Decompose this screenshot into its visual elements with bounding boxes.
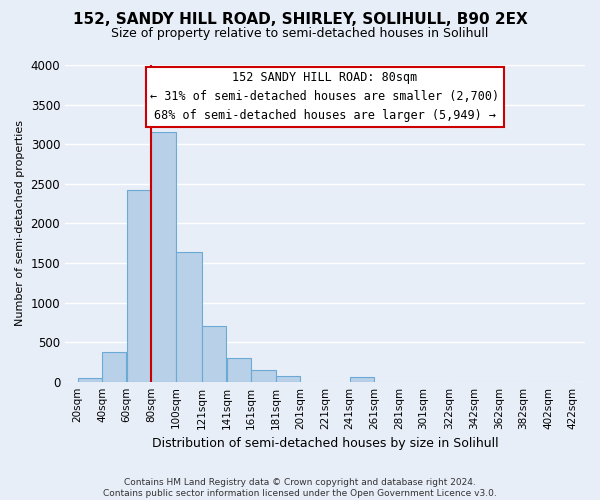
Bar	[77, 378, 102, 382]
Text: Contains HM Land Registry data © Crown copyright and database right 2024.
Contai: Contains HM Land Registry data © Crown c…	[103, 478, 497, 498]
Bar	[151, 132, 176, 382]
Bar	[350, 378, 374, 382]
Bar	[102, 352, 127, 382]
Bar	[276, 376, 300, 382]
Bar	[176, 252, 202, 382]
Y-axis label: Number of semi-detached properties: Number of semi-detached properties	[15, 120, 25, 326]
Bar	[127, 190, 151, 382]
Bar	[202, 326, 226, 382]
Text: Size of property relative to semi-detached houses in Solihull: Size of property relative to semi-detach…	[112, 28, 488, 40]
Bar	[251, 370, 275, 382]
X-axis label: Distribution of semi-detached houses by size in Solihull: Distribution of semi-detached houses by …	[152, 437, 499, 450]
Text: 152 SANDY HILL ROAD: 80sqm
← 31% of semi-detached houses are smaller (2,700)
68%: 152 SANDY HILL ROAD: 80sqm ← 31% of semi…	[151, 72, 500, 122]
Text: 152, SANDY HILL ROAD, SHIRLEY, SOLIHULL, B90 2EX: 152, SANDY HILL ROAD, SHIRLEY, SOLIHULL,…	[73, 12, 527, 28]
Bar	[227, 358, 251, 382]
